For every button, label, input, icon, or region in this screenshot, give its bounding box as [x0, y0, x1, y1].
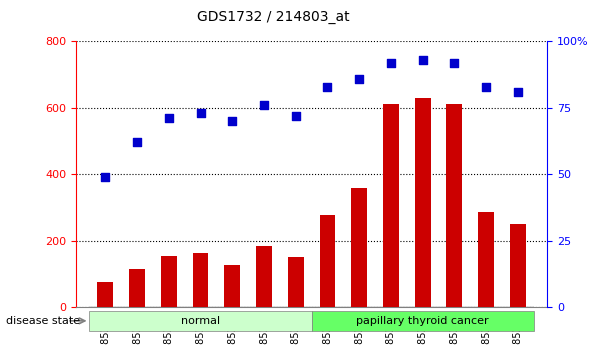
Point — [513, 89, 523, 95]
FancyBboxPatch shape — [89, 310, 311, 331]
Point — [132, 140, 142, 145]
Bar — [129, 269, 145, 307]
Bar — [383, 105, 399, 307]
Bar — [351, 188, 367, 307]
Bar — [161, 256, 177, 307]
Bar — [224, 265, 240, 307]
Bar — [256, 246, 272, 307]
Point — [227, 118, 237, 124]
Point — [291, 113, 300, 119]
Point — [259, 102, 269, 108]
Point — [386, 60, 396, 66]
Point — [196, 110, 206, 116]
Text: GDS1732 / 214803_at: GDS1732 / 214803_at — [197, 10, 350, 24]
Bar — [97, 282, 113, 307]
Bar — [478, 213, 494, 307]
Point — [354, 76, 364, 81]
Bar — [446, 105, 462, 307]
Bar — [320, 215, 336, 307]
Point — [323, 84, 333, 89]
Bar — [415, 98, 430, 307]
Text: disease state: disease state — [6, 316, 80, 326]
Text: papillary thyroid cancer: papillary thyroid cancer — [356, 316, 489, 326]
Point — [418, 57, 427, 63]
Bar — [510, 224, 526, 307]
Point — [100, 174, 110, 180]
Point — [482, 84, 491, 89]
Bar — [288, 257, 303, 307]
Text: normal: normal — [181, 316, 220, 326]
FancyBboxPatch shape — [311, 310, 534, 331]
Bar — [193, 253, 209, 307]
Point — [449, 60, 459, 66]
Point — [164, 116, 174, 121]
